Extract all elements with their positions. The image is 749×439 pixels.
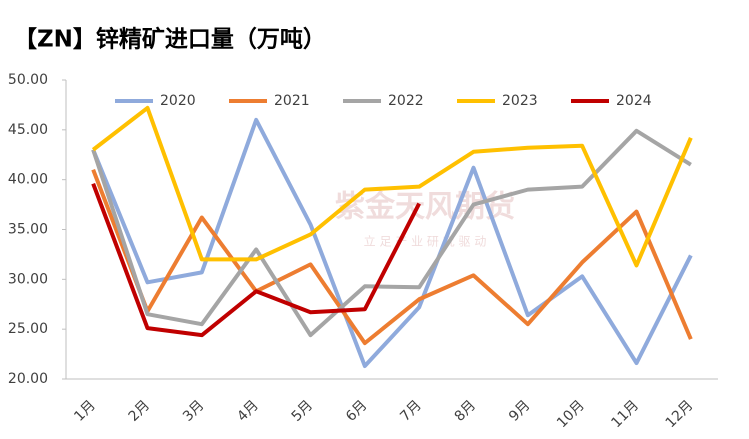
x-tick-label: 7月 (397, 397, 425, 425)
x-tick-label: 1月 (71, 397, 99, 425)
y-tick-label: 50.00 (8, 72, 48, 88)
x-tick-label: 5月 (289, 397, 317, 425)
line-series (91, 128, 692, 338)
x-tick-label: 6月 (343, 397, 371, 425)
y-tick-label: 40.00 (8, 172, 48, 188)
legend-label: 2021 (274, 93, 310, 109)
x-tick-label: 12月 (663, 397, 697, 431)
x-tick-label: 8月 (452, 397, 480, 425)
line-series (91, 117, 693, 369)
x-tick-label: 10月 (554, 397, 588, 431)
watermark-subtitle: 立 足 产 业 研 究 驱 动 (364, 234, 487, 249)
line-series (91, 182, 421, 338)
x-tick-label: 2月 (126, 397, 154, 425)
y-tick-label: 35.00 (8, 222, 48, 238)
legend-label: 2020 (160, 93, 196, 109)
y-tick-label: 45.00 (8, 122, 48, 138)
line-series (91, 105, 693, 268)
legend-label: 2024 (616, 93, 652, 109)
y-tick-label: 20.00 (8, 371, 48, 387)
x-tick-label: 9月 (506, 397, 534, 425)
x-tick-label: 3月 (180, 397, 208, 425)
legend-label: 2023 (502, 93, 538, 109)
x-tick-label: 11月 (608, 397, 642, 431)
x-tick-label: 4月 (234, 397, 262, 425)
legend-label: 2022 (388, 93, 424, 109)
y-tick-label: 25.00 (8, 321, 48, 337)
y-tick-label: 30.00 (8, 271, 48, 287)
chart-title: 【ZN】锌精矿进口量（万吨） (14, 26, 326, 53)
